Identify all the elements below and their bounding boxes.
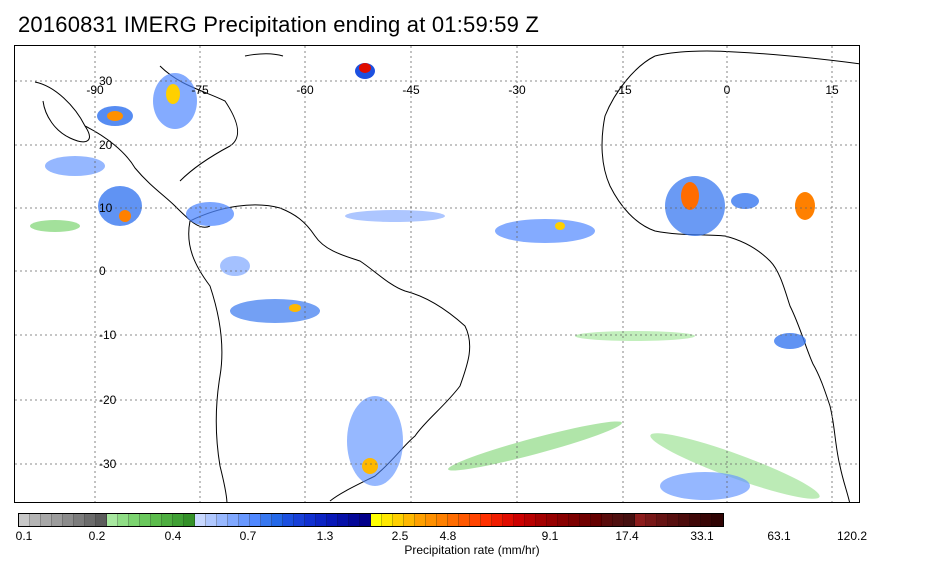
colorbar-swatch bbox=[624, 514, 635, 526]
colorbar-swatch bbox=[382, 514, 393, 526]
colorbar-swatch bbox=[283, 514, 294, 526]
longitude-label: -30 bbox=[508, 83, 526, 97]
colorbar-swatch bbox=[19, 514, 30, 526]
colorbar-tick-label: 9.1 bbox=[541, 529, 559, 543]
colorbar bbox=[18, 513, 724, 527]
colorbar-swatch bbox=[437, 514, 448, 526]
colorbar-swatch bbox=[657, 514, 668, 526]
colorbar-swatch bbox=[250, 514, 261, 526]
colorbar-swatch bbox=[668, 514, 679, 526]
colorbar-swatch bbox=[470, 514, 481, 526]
latitude-label: -20 bbox=[99, 393, 117, 407]
colorbar-swatch bbox=[195, 514, 206, 526]
longitude-label: -90 bbox=[86, 83, 104, 97]
colorbar-swatch bbox=[217, 514, 228, 526]
colorbar-swatch bbox=[305, 514, 316, 526]
colorbar-swatch bbox=[173, 514, 184, 526]
longitude-label: 15 bbox=[825, 83, 839, 97]
colorbar-tick-label: 63.1 bbox=[767, 529, 791, 543]
colorbar-swatch bbox=[558, 514, 569, 526]
colorbar-swatch bbox=[338, 514, 349, 526]
colorbar-swatch bbox=[679, 514, 690, 526]
colorbar-swatch bbox=[503, 514, 514, 526]
colorbar-swatch bbox=[129, 514, 140, 526]
latitude-labels: 30 20 10 0 -10 -20 -30 bbox=[99, 74, 117, 471]
colorbar-swatch bbox=[349, 514, 360, 526]
colorbar-swatch bbox=[514, 514, 525, 526]
colorbar-swatch bbox=[63, 514, 74, 526]
colorbar-swatch bbox=[613, 514, 624, 526]
colorbar-swatch bbox=[492, 514, 503, 526]
colorbar-tick-label: 1.3 bbox=[316, 529, 334, 543]
colorbar-swatch bbox=[415, 514, 426, 526]
colorbar-swatch bbox=[426, 514, 437, 526]
colorbar-swatch bbox=[74, 514, 85, 526]
colorbar-label: Precipitation rate (mm/hr) bbox=[404, 543, 540, 557]
colorbar-swatch bbox=[371, 514, 382, 526]
colorbar-tick-label: 33.1 bbox=[690, 529, 714, 543]
colorbar-swatch bbox=[30, 514, 41, 526]
colorbar-swatch bbox=[327, 514, 338, 526]
longitude-label: -75 bbox=[191, 83, 209, 97]
colorbar-swatch bbox=[635, 514, 646, 526]
colorbar-tick-label: 0.2 bbox=[88, 529, 106, 543]
latitude-label: 10 bbox=[99, 201, 113, 215]
colorbar-swatch bbox=[228, 514, 239, 526]
colorbar-swatch bbox=[85, 514, 96, 526]
longitude-labels: -90 -75 -60 -45 -30 -15 0 15 bbox=[86, 83, 839, 97]
colorbar-tick-label: 17.4 bbox=[615, 529, 639, 543]
colorbar-swatch bbox=[646, 514, 657, 526]
colorbar-swatch bbox=[712, 514, 723, 526]
colorbar-swatch bbox=[525, 514, 536, 526]
colorbar-swatch bbox=[448, 514, 459, 526]
colorbar-swatch bbox=[316, 514, 327, 526]
colorbar-tick-label: 120.2 bbox=[836, 529, 868, 543]
colorbar-swatch bbox=[547, 514, 558, 526]
latitude-label: -10 bbox=[99, 328, 117, 342]
colorbar-swatch bbox=[184, 514, 195, 526]
colorbar-swatch bbox=[481, 514, 492, 526]
colorbar-tick-label: 2.5 bbox=[391, 529, 409, 543]
colorbar-swatch bbox=[206, 514, 217, 526]
colorbar-swatch bbox=[602, 514, 613, 526]
colorbar-swatch bbox=[580, 514, 591, 526]
colorbar-swatch bbox=[239, 514, 250, 526]
colorbar-swatch bbox=[261, 514, 272, 526]
colorbar-tick-label: 0.4 bbox=[164, 529, 182, 543]
colorbar-swatch bbox=[107, 514, 118, 526]
colorbar-swatch bbox=[591, 514, 602, 526]
map-title: 20160831 IMERG Precipitation ending at 0… bbox=[18, 12, 540, 37]
latitude-label: 0 bbox=[99, 264, 106, 278]
colorbar-swatch bbox=[294, 514, 305, 526]
longitude-label: -15 bbox=[614, 83, 632, 97]
graticule bbox=[15, 46, 859, 502]
colorbar-swatch bbox=[569, 514, 580, 526]
colorbar-swatch bbox=[393, 514, 404, 526]
colorbar-swatch bbox=[41, 514, 52, 526]
colorbar-swatch bbox=[52, 514, 63, 526]
latitude-label: 30 bbox=[99, 74, 113, 88]
colorbar-tick-label: 0.7 bbox=[239, 529, 257, 543]
colorbar-swatch bbox=[96, 514, 107, 526]
colorbar-swatch bbox=[536, 514, 547, 526]
latitude-label: -30 bbox=[99, 457, 117, 471]
colorbar-swatch bbox=[360, 514, 371, 526]
colorbar-swatch bbox=[140, 514, 151, 526]
colorbar-swatch bbox=[272, 514, 283, 526]
colorbar-swatch bbox=[459, 514, 470, 526]
colorbar-swatch bbox=[118, 514, 129, 526]
longitude-label: -60 bbox=[296, 83, 314, 97]
colorbar-swatch bbox=[151, 514, 162, 526]
precipitation-field bbox=[30, 63, 820, 500]
colorbar-tick-label: 0.1 bbox=[15, 529, 33, 543]
colorbar-swatch bbox=[701, 514, 712, 526]
colorbar-swatch bbox=[404, 514, 415, 526]
colorbar-tick-label: 4.8 bbox=[439, 529, 457, 543]
longitude-label: 0 bbox=[724, 83, 731, 97]
precipitation-map: -90 -75 -60 -45 -30 -15 0 15 30 20 10 0 -10 -20 -30 bbox=[14, 45, 860, 503]
colorbar-swatch bbox=[690, 514, 701, 526]
colorbar-swatch bbox=[162, 514, 173, 526]
longitude-label: -45 bbox=[402, 83, 420, 97]
latitude-label: 20 bbox=[99, 138, 113, 152]
